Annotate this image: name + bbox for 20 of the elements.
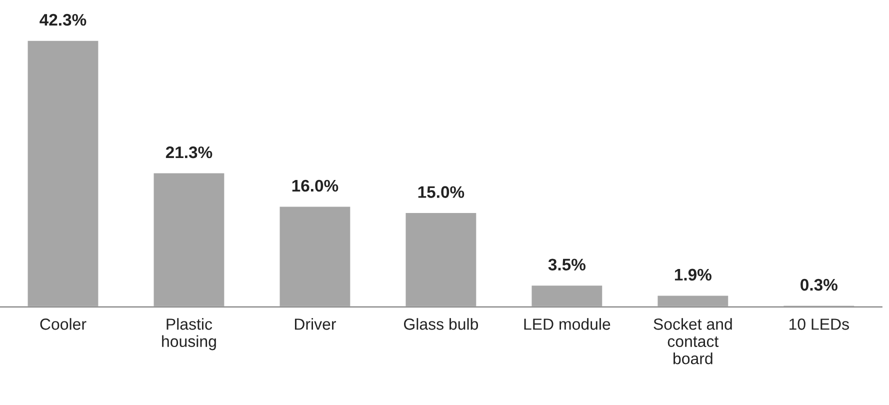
data-label: 1.9%	[674, 268, 712, 281]
data-label: 16.0%	[292, 180, 338, 192]
bar	[530, 284, 604, 307]
bar	[278, 205, 352, 307]
bar	[656, 294, 730, 307]
data-label: 42.3%	[40, 14, 86, 26]
x-tick-label: Plastic housing	[162, 318, 216, 350]
data-label: 15.0%	[418, 186, 464, 198]
x-tick-label: 10 LEDs	[789, 318, 849, 330]
data-label: 21.3%	[166, 146, 212, 158]
bar	[26, 39, 100, 307]
x-tick-label: Driver	[294, 318, 336, 330]
bar	[152, 172, 226, 307]
x-tick-label: Socket and contact board	[654, 318, 732, 364]
bar	[404, 212, 478, 307]
x-tick-label: LED module	[524, 318, 610, 330]
data-label: 0.3%	[800, 278, 838, 291]
data-label: 3.5%	[548, 258, 586, 271]
x-tick-label: Glass bulb	[404, 318, 478, 330]
x-tick-label: Cooler	[40, 318, 86, 330]
